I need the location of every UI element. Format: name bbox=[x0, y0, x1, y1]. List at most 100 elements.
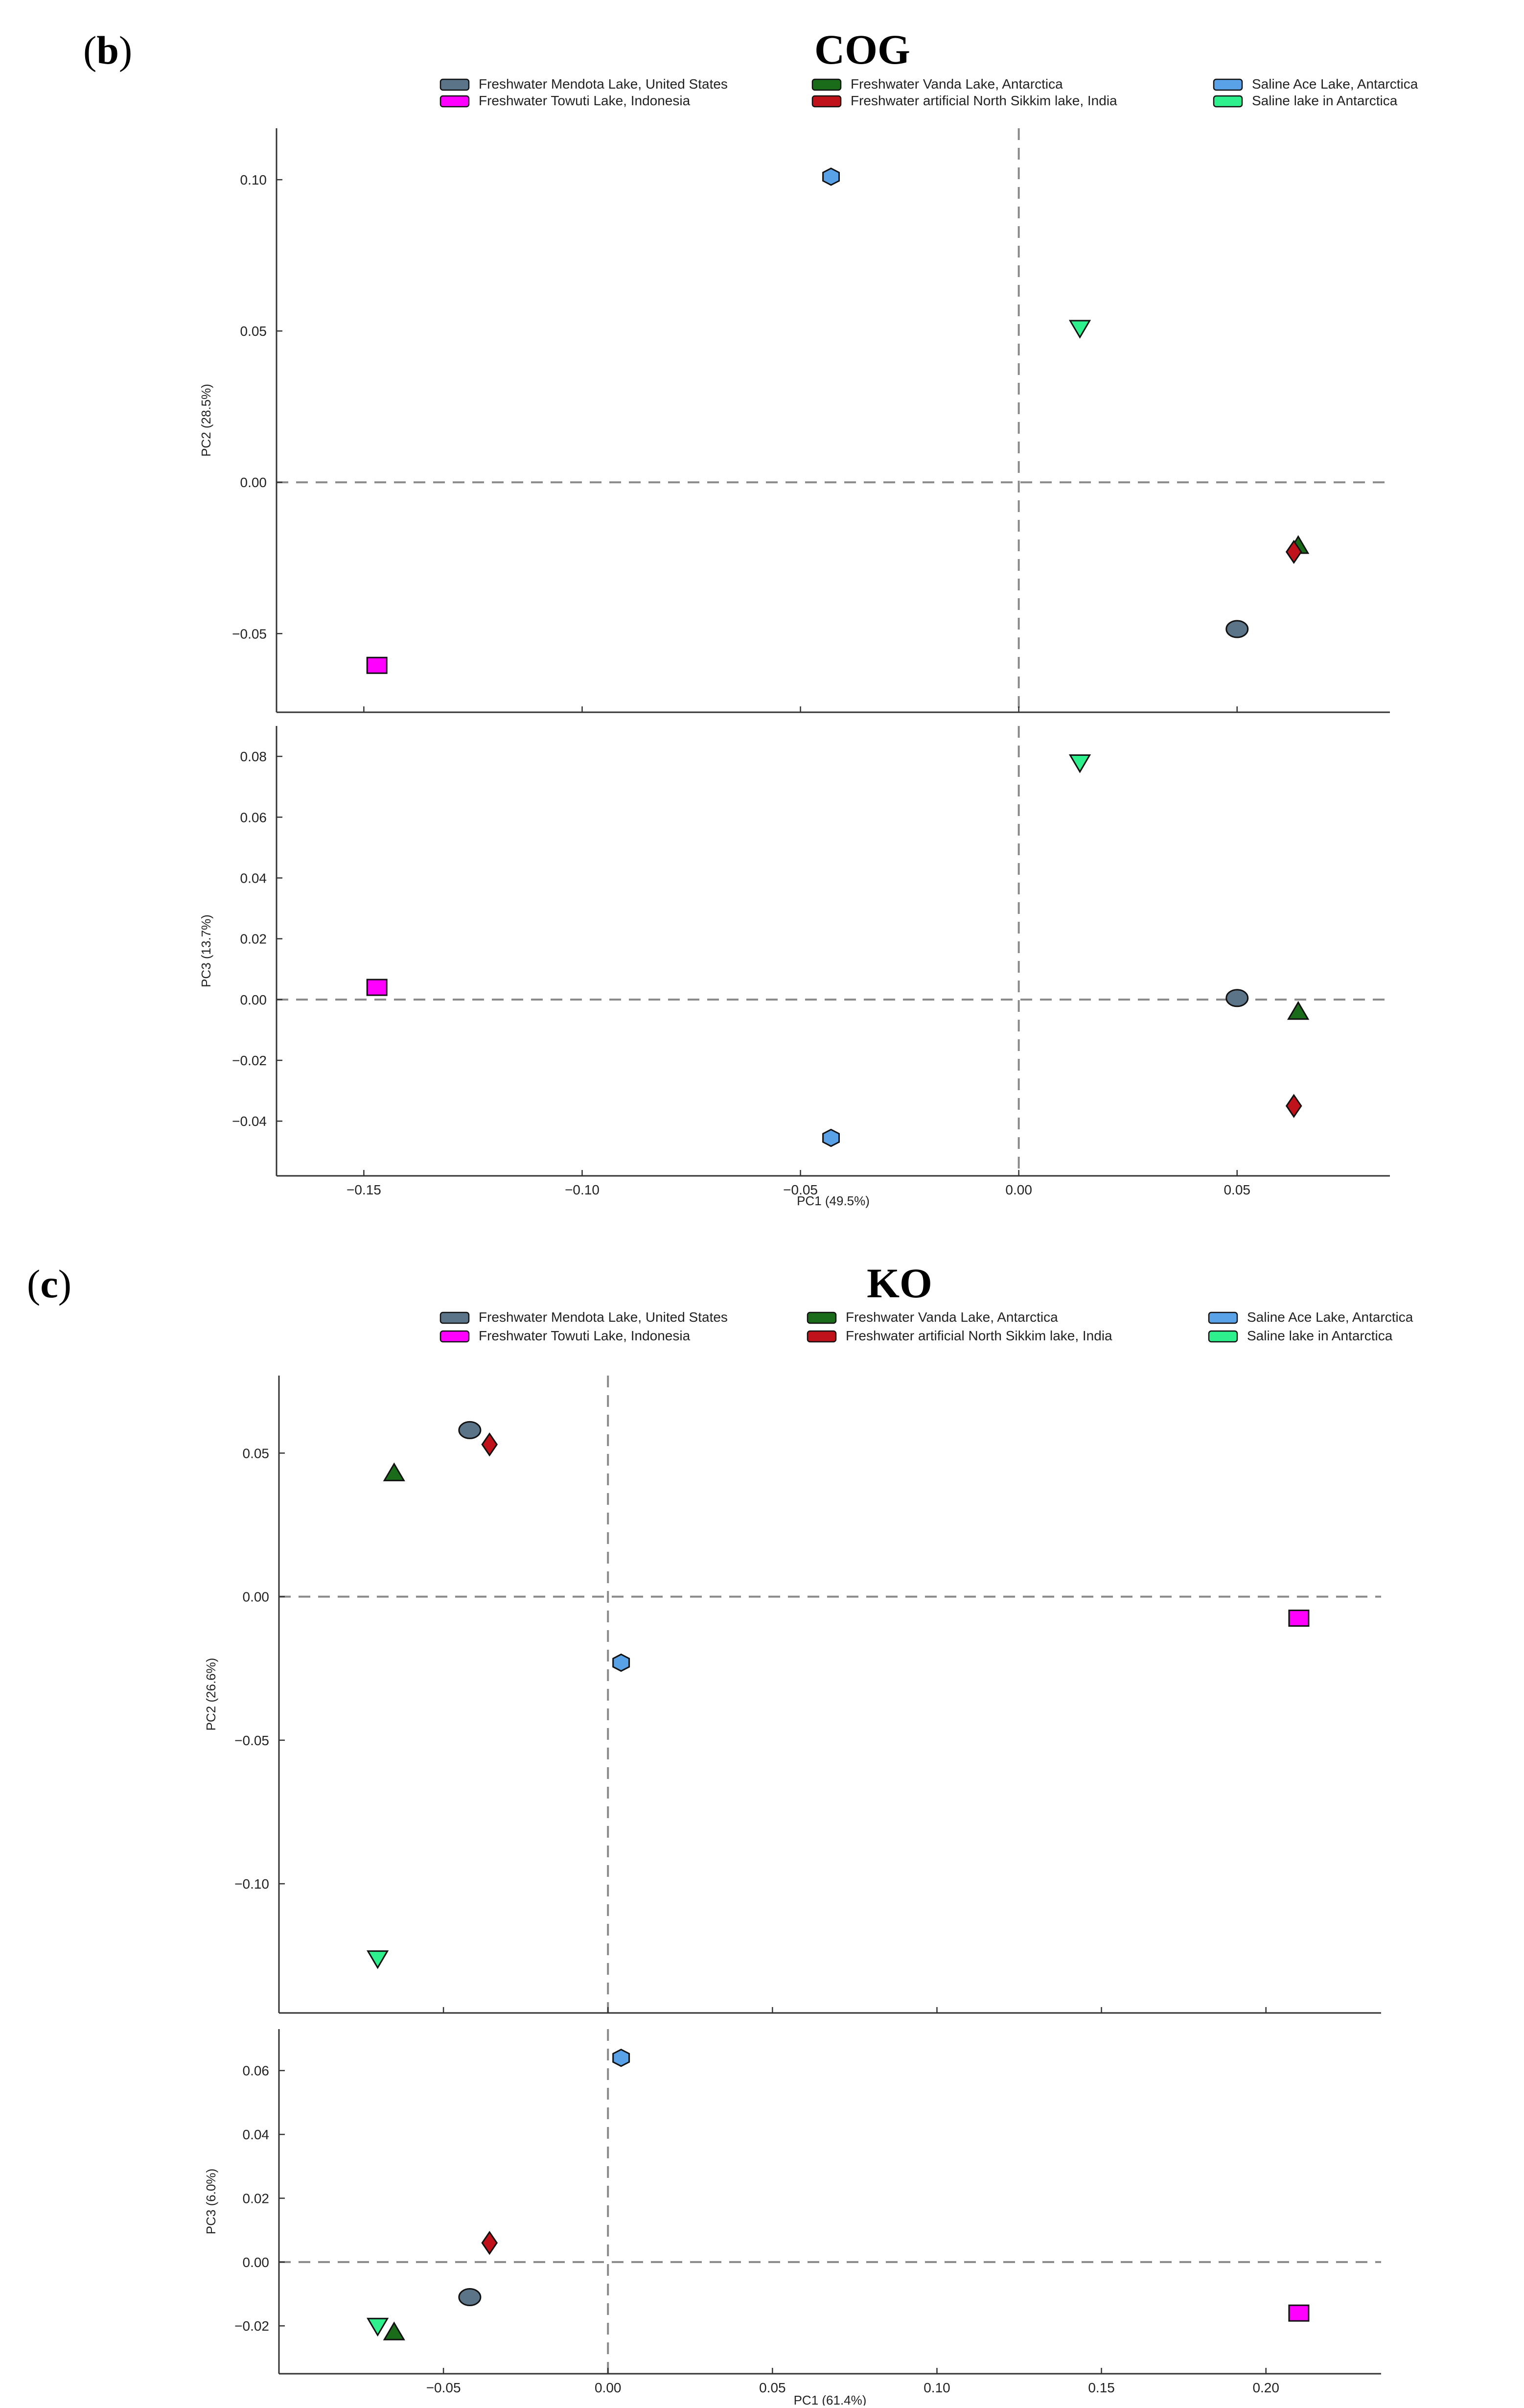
y-tick-label: −0.05 bbox=[234, 1733, 269, 1748]
point-saline bbox=[1068, 754, 1091, 773]
point-sikkim bbox=[1285, 539, 1302, 564]
point-sikkim bbox=[481, 2231, 498, 2255]
point-mendota bbox=[458, 2288, 482, 2307]
point-towuti bbox=[1288, 1610, 1310, 1627]
y-tick-label: −0.02 bbox=[234, 2318, 269, 2334]
legend-label: Freshwater artificial North Sikkim lake,… bbox=[851, 93, 1117, 108]
panel-c-legend: Freshwater Mendota Lake, United States Fr… bbox=[439, 1309, 1413, 1343]
y-tick-label: −0.04 bbox=[232, 1114, 267, 1129]
legend-label: Freshwater Towuti Lake, Indonesia bbox=[479, 93, 691, 108]
legend-item-ace: Saline Ace Lake, Antarctica bbox=[1208, 1309, 1413, 1325]
x-tick-label: −0.15 bbox=[346, 1182, 381, 1197]
y-tick-label: 0.00 bbox=[243, 2255, 270, 2270]
x-tick-label: −0.05 bbox=[783, 1182, 818, 1197]
plot-ko-pc1-pc3: −0.05 0.00 0.05 0.10 0.15 0.20 −0.02 0.00 0.02 0.… bbox=[204, 2029, 1381, 2408]
legend-swatch bbox=[439, 78, 470, 91]
x-tick-label: 0.05 bbox=[1224, 1182, 1250, 1197]
point-vanda bbox=[383, 1462, 405, 1481]
legend-item-ace: Saline Ace Lake, Antarctica bbox=[1213, 76, 1418, 92]
x-tick-label: 0.10 bbox=[924, 2380, 950, 2395]
legend-label: Saline Ace Lake, Antarctica bbox=[1252, 76, 1418, 92]
scatter-plots: −0.05 0.00 0.05 0.10 PC2 (28.5%) −0.15 −0.10 −0… bbox=[199, 128, 1390, 2408]
y-tick-label: 0.08 bbox=[240, 749, 267, 764]
legend-item-mendota: Freshwater Mendota Lake, United States bbox=[439, 1309, 728, 1325]
legend-item-vanda: Freshwater Vanda Lake, Antarctica bbox=[807, 1309, 1058, 1325]
legend-item-saline: Saline lake in Antarctica bbox=[1213, 93, 1398, 108]
point-mendota bbox=[458, 1421, 482, 1439]
x-axis-label: PC1 (49.5%) bbox=[797, 1193, 870, 1208]
y-axis-label: PC2 (28.5%) bbox=[199, 384, 213, 457]
point-saline bbox=[1068, 320, 1091, 339]
panel-c-title: KO bbox=[867, 1260, 932, 1307]
plot-cog-pc1-pc2: −0.05 0.00 0.05 0.10 PC2 (28.5%) bbox=[199, 128, 1390, 713]
legend-swatch bbox=[811, 78, 842, 91]
y-tick-label: 0.06 bbox=[240, 810, 267, 825]
point-saline bbox=[367, 1950, 389, 1969]
x-tick-label: 0.20 bbox=[1252, 2380, 1279, 2395]
y-axis-label: PC3 (6.0%) bbox=[204, 2169, 218, 2234]
legend-swatch bbox=[807, 1330, 837, 1343]
legend-swatch bbox=[439, 1311, 470, 1324]
point-mendota bbox=[1225, 989, 1249, 1007]
legend-label: Freshwater Mendota Lake, United States bbox=[479, 76, 728, 92]
legend-swatch bbox=[811, 95, 842, 108]
y-tick-label: −0.10 bbox=[234, 1876, 269, 1892]
point-sikkim bbox=[481, 1432, 498, 1457]
point-sikkim bbox=[1285, 1094, 1302, 1118]
y-tick-label: 0.10 bbox=[240, 172, 267, 187]
point-towuti bbox=[1288, 2304, 1310, 2322]
y-tick-label: 0.00 bbox=[240, 475, 267, 490]
y-tick-label: 0.02 bbox=[243, 2191, 270, 2206]
y-tick-label: 0.05 bbox=[240, 324, 267, 339]
y-tick-label: 0.04 bbox=[243, 2127, 270, 2142]
x-axis-label: PC1 (61.4%) bbox=[794, 2393, 867, 2406]
y-axis-label: PC2 (26.6%) bbox=[204, 1658, 218, 1731]
point-ace bbox=[612, 1653, 630, 1672]
legend-label: Saline lake in Antarctica bbox=[1247, 1328, 1393, 1343]
legend-swatch bbox=[1213, 95, 1243, 108]
legend-label: Freshwater Vanda Lake, Antarctica bbox=[851, 76, 1063, 92]
panel-c-letter: (c) bbox=[27, 1262, 71, 1306]
y-tick-label: 0.04 bbox=[240, 870, 267, 886]
legend-item-saline: Saline lake in Antarctica bbox=[1208, 1328, 1393, 1343]
legend-swatch bbox=[807, 1311, 837, 1324]
y-tick-label: −0.02 bbox=[232, 1053, 267, 1068]
legend-item-towuti: Freshwater Towuti Lake, Indonesia bbox=[439, 1328, 691, 1343]
legend-label: Freshwater Vanda Lake, Antarctica bbox=[846, 1309, 1058, 1325]
plot-ko-pc1-pc2: −0.10 −0.05 0.00 0.05 PC2 (26.6%) bbox=[204, 1376, 1381, 2014]
x-tick-label: 0.15 bbox=[1088, 2380, 1115, 2395]
point-saline bbox=[367, 2317, 389, 2337]
legend-label: Freshwater artificial North Sikkim lake,… bbox=[846, 1328, 1112, 1343]
panel-b-title: COG bbox=[814, 26, 910, 73]
legend-label: Saline lake in Antarctica bbox=[1252, 93, 1398, 108]
legend-item-towuti: Freshwater Towuti Lake, Indonesia bbox=[439, 93, 691, 108]
panel-b-letter: (b) bbox=[83, 28, 132, 72]
point-towuti bbox=[366, 656, 388, 674]
y-axis-label: PC3 (13.7%) bbox=[199, 914, 213, 987]
legend-label: Freshwater Mendota Lake, United States bbox=[479, 1309, 728, 1325]
x-tick-label: 0.00 bbox=[1005, 1182, 1032, 1197]
legend-item-sikkim: Freshwater artificial North Sikkim lake,… bbox=[811, 93, 1117, 108]
x-tick-label: −0.05 bbox=[426, 2380, 461, 2395]
point-vanda bbox=[383, 2321, 405, 2340]
legend-swatch bbox=[439, 95, 470, 108]
legend-item-mendota: Freshwater Mendota Lake, United States bbox=[439, 76, 728, 92]
point-ace bbox=[822, 167, 840, 186]
legend-item-vanda: Freshwater Vanda Lake, Antarctica bbox=[811, 76, 1063, 92]
x-tick-label: 0.05 bbox=[759, 2380, 786, 2395]
y-tick-label: 0.06 bbox=[243, 2063, 270, 2079]
point-vanda bbox=[1287, 1001, 1310, 1020]
legend-swatch bbox=[1213, 78, 1243, 91]
panel-b-legend: Freshwater Mendota Lake, United StatesFr… bbox=[439, 76, 1418, 108]
y-tick-label: −0.05 bbox=[232, 626, 267, 641]
point-towuti bbox=[366, 979, 388, 996]
legend-item-sikkim: Freshwater artificial North Sikkim lake,… bbox=[807, 1328, 1112, 1343]
y-tick-label: 0.00 bbox=[240, 992, 267, 1007]
y-tick-label: 0.02 bbox=[240, 932, 267, 947]
legend-label: Freshwater Towuti Lake, Indonesia bbox=[479, 1328, 691, 1343]
y-tick-label: 0.05 bbox=[243, 1446, 270, 1461]
legend-swatch bbox=[1208, 1311, 1238, 1324]
legend-label: Saline Ace Lake, Antarctica bbox=[1247, 1309, 1413, 1325]
plot-cog-pc1-pc3: −0.15 −0.10 −0.05 0.00 0.05 −0.04 −0.02 0.00 0.0… bbox=[199, 726, 1390, 1208]
